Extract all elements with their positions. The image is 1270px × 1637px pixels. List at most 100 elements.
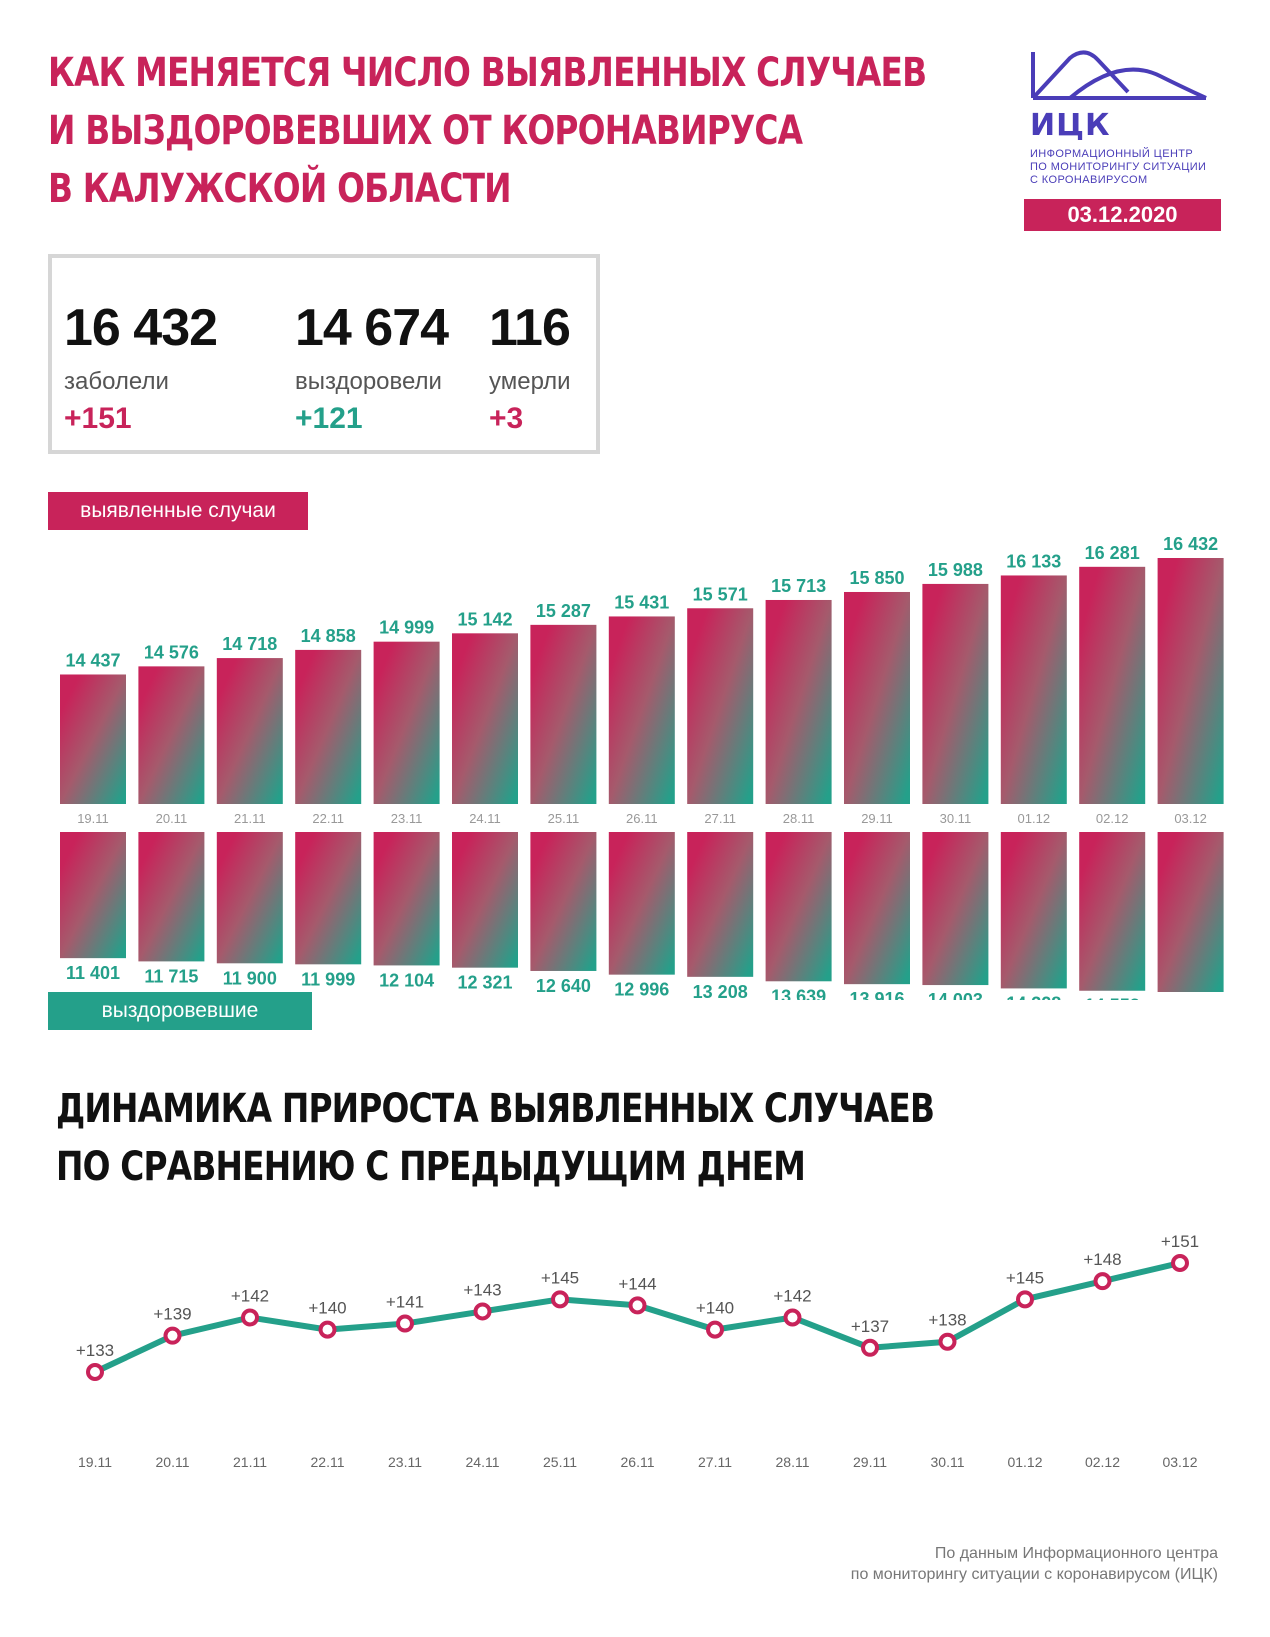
- growth-point-label: +148: [1083, 1250, 1121, 1269]
- growth-point-label: +133: [76, 1341, 114, 1360]
- growth-chart-title: ДИНАМИКА ПРИРОСТА ВЫЯВЛЕННЫХ СЛУЧАЕВ ПО …: [56, 1080, 935, 1196]
- growth-point-label: +144: [618, 1274, 656, 1293]
- title-line: И ВЫЗДОРОВЕВШИХ ОТ КОРОНАВИРУСА: [48, 108, 803, 154]
- bar-date-tick: 01.12: [1018, 811, 1051, 826]
- recovered-bar: [1000, 832, 1067, 989]
- growth-point-label: +139: [153, 1305, 191, 1324]
- stat-cases-label: заболели: [64, 368, 169, 395]
- growth-date-tick: 01.12: [1007, 1454, 1042, 1470]
- growth-point: [938, 1332, 957, 1351]
- cases-bar: [530, 624, 597, 804]
- bar-date-tick: 23.11: [391, 811, 423, 826]
- growth-point-label: +142: [773, 1287, 811, 1306]
- growth-title-line: ДИНАМИКА ПРИРОСТА ВЫЯВЛЕННЫХ СЛУЧАЕВ: [56, 1086, 935, 1132]
- bar-date-tick: 22.11: [312, 811, 344, 826]
- growth-date-tick: 30.11: [931, 1454, 965, 1470]
- stat-recovered-delta: +121: [295, 402, 363, 435]
- cases-bar-label: 14 858: [301, 626, 356, 646]
- bar-chart: 14 437 19.11 11 401 14 576 20.11 11 715 14 718…: [60, 534, 1224, 1000]
- recovered-bar: [138, 832, 205, 962]
- bar-date-tick: 03.12: [1174, 811, 1207, 826]
- bar-date-tick: 21.11: [234, 811, 266, 826]
- recovered-bar-label: 14 328: [1006, 993, 1061, 1000]
- growth-point: [1171, 1254, 1189, 1272]
- stats-box: 16 432 заболели +151 14 674 выздоровели …: [48, 254, 600, 454]
- growth-date-tick: 25.11: [543, 1454, 577, 1470]
- recovered-legend-pill: выздоровевшие: [48, 992, 312, 1030]
- bar-date-tick: 19.11: [77, 811, 109, 826]
- growth-point: [861, 1338, 879, 1357]
- growth-point: [473, 1302, 492, 1321]
- growth-point-label: +138: [928, 1311, 966, 1330]
- recovered-bar-label: 13 639: [771, 986, 826, 1000]
- growth-point: [86, 1363, 104, 1381]
- growth-point: [396, 1314, 414, 1333]
- growth-point-label: +145: [541, 1268, 579, 1287]
- recovered-bar-label: 11 715: [144, 966, 198, 986]
- source-line: по мониторингу ситуации с коронавирусом …: [850, 1566, 1218, 1583]
- growth-point: [628, 1296, 647, 1315]
- bar-date-tick: 29.11: [861, 811, 893, 826]
- logo-subtitle-line: ПО МОНИТОРИНГУ СИТУАЦИИ: [1030, 161, 1207, 173]
- growth-point: [241, 1308, 259, 1327]
- growth-date-tick: 22.11: [311, 1454, 345, 1470]
- recovered-bar-label: 13 916: [849, 989, 904, 1000]
- logo-subtitle-line: ИНФОРМАЦИОННЫЙ ЦЕНТР: [1030, 148, 1194, 160]
- cases-bar-label: 15 571: [693, 584, 748, 604]
- growth-point: [1093, 1272, 1112, 1291]
- recovered-bar-label: 14 674: [1163, 997, 1218, 1000]
- cases-legend-pill: выявленные случаи: [48, 492, 308, 530]
- stat-deaths-label: умерли: [489, 368, 571, 395]
- growth-point-label: +137: [851, 1317, 889, 1336]
- cases-bar-label: 16 432: [1163, 534, 1218, 554]
- cases-bar: [844, 591, 910, 804]
- cases-bar: [1079, 566, 1146, 804]
- bar-date-tick: 28.11: [783, 811, 815, 826]
- bar-date-tick: 30.11: [940, 811, 972, 826]
- growth-point-label: +142: [231, 1287, 269, 1306]
- cases-bar: [373, 641, 440, 804]
- growth-point: [551, 1290, 569, 1309]
- stat-recovered-label: выздоровели: [295, 368, 442, 395]
- growth-date-tick: 19.11: [78, 1454, 112, 1470]
- page-title: КАК МЕНЯЕТСЯ ЧИСЛО ВЫЯВЛЕННЫХ СЛУЧАЕВ И …: [48, 44, 927, 218]
- bar-date-tick: 25.11: [548, 811, 580, 826]
- recovered-bar-label: 13 208: [693, 982, 748, 1000]
- cases-bar: [922, 583, 989, 804]
- bar-date-tick: 24.11: [469, 811, 501, 826]
- cases-bar-label: 15 287: [536, 601, 591, 621]
- cases-bar: [687, 608, 754, 804]
- growth-point: [783, 1308, 802, 1327]
- growth-date-tick: 26.11: [621, 1454, 655, 1470]
- recovered-bar-label: 11 900: [223, 968, 277, 988]
- title-line: В КАЛУЖСКОЙ ОБЛАСТИ: [48, 166, 512, 212]
- cases-bar: [60, 674, 126, 804]
- logo-subtitle-line: С КОРОНАВИРУСОМ: [1030, 174, 1148, 186]
- growth-date-tick: 02.12: [1085, 1454, 1120, 1470]
- growth-title-line: ПО СРАВНЕНИЮ С ПРЕДЫДУЩИМ ДНЕМ: [56, 1144, 806, 1190]
- logo-abbr: ИЦК: [1030, 108, 1111, 143]
- recovered-bar: [60, 832, 126, 959]
- growth-point-label: +151: [1161, 1232, 1199, 1251]
- cases-bar: [138, 666, 205, 804]
- cases-bar-label: 15 142: [457, 609, 512, 629]
- recovered-bar-label: 12 321: [457, 973, 512, 993]
- cases-bar-label: 15 850: [849, 568, 904, 588]
- growth-point-label: +143: [463, 1280, 501, 1299]
- recovered-bar-label: 11 401: [66, 963, 120, 983]
- cases-bar-label: 14 999: [379, 618, 434, 638]
- source-line: По данным Информационного центра: [934, 1545, 1218, 1562]
- bar-date-tick: 20.11: [156, 811, 188, 826]
- recovered-bar: [687, 832, 754, 977]
- cases-bar: [1157, 558, 1224, 804]
- growth-date-tick: 29.11: [853, 1454, 887, 1470]
- cases-bar-label: 14 576: [144, 642, 199, 662]
- growth-date-tick: 24.11: [466, 1454, 500, 1470]
- stat-deaths-delta: +3: [489, 402, 524, 435]
- growth-point-label: +141: [386, 1293, 424, 1312]
- stat-cases-value: 16 432: [64, 299, 218, 357]
- recovered-bar-label: 12 996: [614, 980, 669, 1000]
- recovered-bar-label: 11 999: [301, 969, 355, 989]
- growth-point-label: +145: [1006, 1268, 1044, 1287]
